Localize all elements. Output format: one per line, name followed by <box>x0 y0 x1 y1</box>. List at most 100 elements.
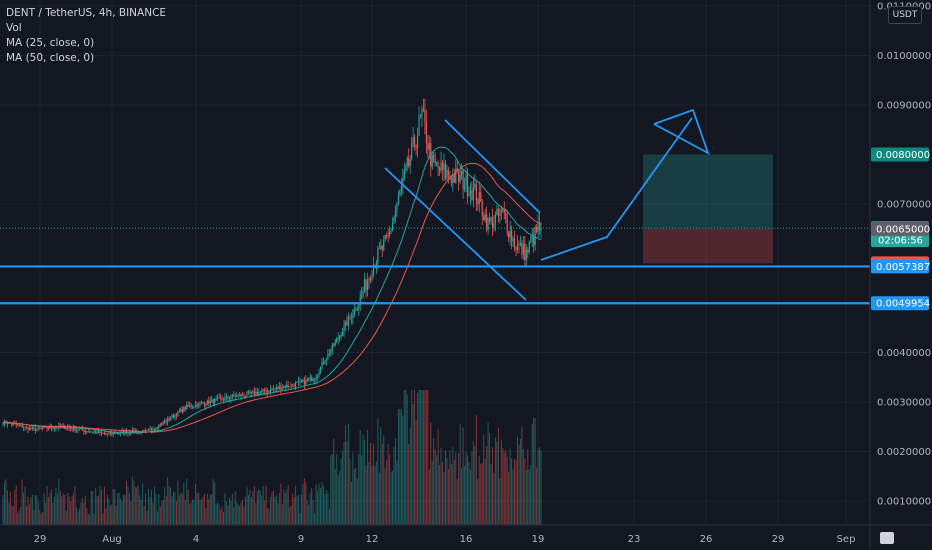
candle[interactable] <box>96 429 98 435</box>
candle[interactable] <box>190 402 192 410</box>
candle[interactable] <box>380 239 382 251</box>
candle[interactable] <box>433 151 435 163</box>
candle[interactable] <box>422 98 425 113</box>
candle[interactable] <box>396 202 398 218</box>
candle[interactable] <box>533 227 535 253</box>
candle[interactable] <box>365 278 367 298</box>
candle[interactable] <box>77 429 79 434</box>
candle[interactable] <box>356 305 358 311</box>
indicator-ma50[interactable]: MA (50, close, 0) <box>6 52 95 64</box>
candle[interactable] <box>452 168 454 192</box>
candle[interactable] <box>193 406 195 409</box>
candle[interactable] <box>437 160 439 176</box>
candle[interactable] <box>456 161 458 174</box>
candle[interactable] <box>419 113 422 119</box>
candle[interactable] <box>206 399 208 406</box>
candle[interactable] <box>24 426 26 431</box>
candle[interactable] <box>6 420 9 428</box>
candle[interactable] <box>217 394 219 402</box>
candle[interactable] <box>424 98 426 135</box>
candle[interactable] <box>293 383 295 389</box>
candle[interactable] <box>453 169 455 183</box>
candle[interactable] <box>299 377 301 387</box>
candle[interactable] <box>516 234 519 254</box>
candle[interactable] <box>371 270 373 282</box>
candle[interactable] <box>189 401 191 409</box>
candle[interactable] <box>337 332 339 345</box>
currency-button[interactable]: USDT <box>888 6 922 24</box>
candle[interactable] <box>477 197 479 211</box>
price-label-entry[interactable]: 0.0065000 <box>871 221 930 236</box>
candle[interactable] <box>27 426 29 433</box>
candle[interactable] <box>499 207 501 224</box>
candle[interactable] <box>344 320 347 332</box>
candle[interactable] <box>474 174 476 191</box>
candle[interactable] <box>540 222 542 239</box>
candle[interactable] <box>180 406 182 414</box>
candle[interactable] <box>328 348 330 357</box>
candle[interactable] <box>247 390 250 395</box>
candle[interactable] <box>469 182 472 206</box>
candle[interactable] <box>219 393 222 402</box>
candle[interactable] <box>283 385 285 389</box>
candle[interactable] <box>358 304 360 316</box>
candle[interactable] <box>491 208 494 237</box>
candle[interactable] <box>20 424 22 427</box>
candle[interactable] <box>224 392 226 403</box>
channel-lower-line[interactable] <box>384 167 527 301</box>
candle[interactable] <box>290 382 292 390</box>
candle[interactable] <box>225 393 228 401</box>
candle[interactable] <box>488 212 491 224</box>
candle[interactable] <box>409 154 411 174</box>
candle[interactable] <box>83 428 85 435</box>
candle[interactable] <box>106 433 108 438</box>
candle[interactable] <box>368 276 370 289</box>
candle[interactable] <box>427 135 429 158</box>
candle[interactable] <box>227 395 229 401</box>
candle[interactable] <box>25 425 28 430</box>
candle[interactable] <box>31 425 33 431</box>
candle[interactable] <box>321 358 323 370</box>
projection-path[interactable] <box>540 117 693 261</box>
candle[interactable] <box>287 380 289 390</box>
candle[interactable] <box>146 429 148 432</box>
candle[interactable] <box>440 151 442 174</box>
candle[interactable] <box>415 144 417 156</box>
candle[interactable] <box>252 389 254 395</box>
candle[interactable] <box>418 106 420 137</box>
candle[interactable] <box>256 387 258 395</box>
candle[interactable] <box>171 413 173 419</box>
channel-upper-line[interactable] <box>444 119 541 214</box>
candle[interactable] <box>18 424 20 428</box>
candle[interactable] <box>461 163 463 180</box>
candle[interactable] <box>327 349 329 360</box>
candle[interactable] <box>95 429 97 434</box>
candle[interactable] <box>524 235 526 266</box>
candle[interactable] <box>471 181 473 202</box>
candle[interactable] <box>463 177 466 193</box>
candle[interactable] <box>378 242 380 250</box>
candle[interactable] <box>278 381 280 390</box>
candle[interactable] <box>30 425 32 431</box>
candle[interactable] <box>503 201 505 219</box>
candle[interactable] <box>52 427 54 431</box>
candle[interactable] <box>312 376 314 383</box>
candle[interactable] <box>203 401 205 409</box>
candle[interactable] <box>434 152 436 167</box>
candle[interactable] <box>400 177 402 197</box>
candle[interactable] <box>438 165 441 177</box>
candle[interactable] <box>361 287 363 300</box>
candle[interactable] <box>184 405 186 412</box>
candle[interactable] <box>194 400 197 409</box>
candle[interactable] <box>15 420 17 429</box>
candle[interactable] <box>425 109 427 154</box>
candle[interactable] <box>421 105 423 127</box>
candle[interactable] <box>28 425 31 431</box>
candle[interactable] <box>221 395 223 401</box>
candle[interactable] <box>391 217 394 232</box>
symbol-title[interactable]: DENT / TetherUS, 4h, BINANCE <box>6 7 167 19</box>
candle[interactable] <box>393 215 395 225</box>
candle[interactable] <box>325 357 327 366</box>
candle[interactable] <box>21 422 23 428</box>
candle[interactable] <box>212 398 214 406</box>
